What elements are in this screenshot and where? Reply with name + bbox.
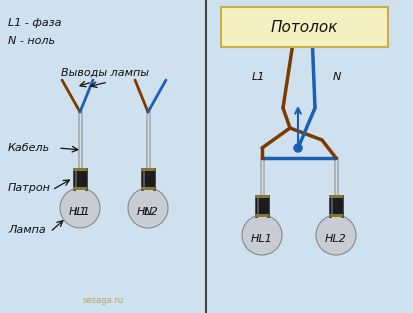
Circle shape — [242, 215, 282, 255]
Bar — [255, 214, 269, 217]
Text: L1: L1 — [74, 207, 87, 217]
Bar — [75, 169, 77, 189]
Bar — [76, 189, 85, 194]
Bar — [329, 195, 343, 198]
Text: Потолок: Потолок — [271, 19, 338, 34]
Bar — [141, 168, 155, 171]
Bar — [329, 195, 343, 217]
Text: Патрон: Патрон — [8, 183, 51, 193]
Bar — [255, 195, 269, 198]
Bar — [73, 168, 87, 171]
Text: N: N — [144, 207, 152, 217]
Circle shape — [60, 188, 100, 228]
Bar — [141, 168, 155, 190]
Bar — [141, 187, 155, 190]
Bar — [143, 169, 145, 189]
Bar — [143, 189, 152, 194]
Text: Кабель: Кабель — [8, 143, 50, 153]
Text: sesaga.ru: sesaga.ru — [83, 296, 123, 305]
Text: HL1: HL1 — [69, 207, 91, 217]
Text: HL2: HL2 — [137, 207, 159, 217]
Circle shape — [128, 188, 168, 228]
Text: N: N — [333, 72, 342, 82]
Bar — [73, 187, 87, 190]
Text: L1: L1 — [252, 72, 265, 82]
FancyBboxPatch shape — [221, 7, 388, 47]
Text: L1 - фаза: L1 - фаза — [8, 18, 62, 28]
Bar — [332, 216, 340, 221]
Bar — [329, 214, 343, 217]
Text: HL1: HL1 — [251, 234, 273, 244]
Bar — [257, 216, 266, 221]
Text: HL2: HL2 — [325, 234, 347, 244]
Bar — [73, 168, 87, 190]
Bar — [257, 196, 259, 216]
Text: N - ноль: N - ноль — [8, 36, 55, 46]
Circle shape — [294, 144, 302, 152]
Text: Лампа: Лампа — [8, 225, 46, 235]
Circle shape — [316, 215, 356, 255]
Text: Выводы лампы: Выводы лампы — [61, 68, 149, 78]
Bar — [331, 196, 333, 216]
Bar — [255, 195, 269, 217]
